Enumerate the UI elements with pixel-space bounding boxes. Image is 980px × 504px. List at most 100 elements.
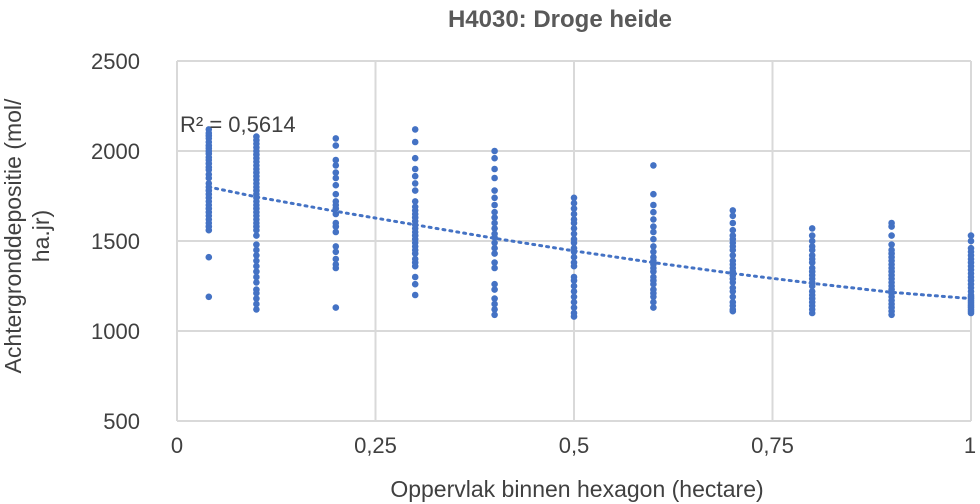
data-point — [491, 147, 498, 155]
data-point — [570, 194, 578, 202]
y-tick-label: 1500 — [91, 229, 140, 254]
data-point — [491, 264, 498, 272]
x-tick-label: 1 — [964, 433, 976, 458]
data-point — [491, 219, 498, 227]
data-point — [491, 306, 498, 313]
data-point — [650, 223, 657, 230]
data-point — [570, 219, 578, 227]
data-point — [253, 273, 260, 281]
data-point — [808, 232, 816, 239]
data-point — [411, 172, 419, 180]
data-point — [808, 246, 816, 254]
data-point — [570, 288, 578, 295]
data-point — [253, 306, 260, 313]
data-point — [253, 252, 260, 259]
data-point — [491, 259, 498, 266]
data-point — [491, 286, 498, 293]
data-point — [253, 279, 260, 286]
data-point — [332, 210, 340, 218]
y-tick-label: 500 — [103, 409, 140, 434]
data-point — [570, 304, 578, 311]
data-point — [205, 293, 213, 301]
data-point — [650, 248, 657, 256]
data-point — [650, 243, 657, 250]
data-point — [570, 253, 578, 261]
data-point — [808, 225, 816, 232]
data-point — [570, 293, 578, 301]
data-point — [253, 300, 260, 308]
data-point — [332, 228, 340, 236]
data-point — [729, 246, 737, 254]
data-point — [332, 190, 340, 198]
data-point — [808, 237, 816, 245]
data-point — [729, 252, 737, 259]
data-point — [888, 223, 895, 230]
data-point — [332, 205, 340, 212]
data-point — [650, 304, 657, 311]
data-point — [253, 295, 260, 302]
data-point — [491, 187, 498, 194]
data-point — [729, 293, 737, 301]
data-point — [253, 232, 260, 239]
data-point — [491, 201, 498, 209]
data-point — [332, 181, 340, 189]
data-point — [491, 194, 498, 202]
data-point — [570, 205, 578, 212]
data-point — [729, 279, 737, 286]
data-point — [411, 262, 419, 270]
data-point — [205, 174, 213, 182]
data-point — [808, 282, 816, 290]
data-point — [205, 226, 213, 234]
data-point — [570, 210, 578, 218]
data-point — [411, 250, 419, 257]
data-point — [332, 304, 340, 311]
data-point — [491, 250, 498, 257]
data-point — [332, 223, 340, 230]
data-point — [253, 257, 260, 265]
data-point — [411, 180, 419, 187]
data-point — [650, 208, 657, 216]
data-point — [967, 232, 975, 239]
data-point — [888, 232, 895, 239]
data-point — [650, 268, 657, 275]
x-tick-label: 0,25 — [354, 433, 397, 458]
data-point — [253, 268, 260, 275]
data-point — [650, 228, 657, 236]
data-point — [491, 165, 498, 173]
data-point — [491, 300, 498, 308]
data-point — [491, 239, 498, 247]
data-point — [808, 309, 816, 317]
data-point — [411, 273, 419, 281]
y-tick-label: 2000 — [91, 139, 140, 164]
data-point — [570, 230, 578, 238]
data-point — [570, 298, 578, 306]
y-axis-label-line-2: ha.jr) — [28, 210, 54, 262]
data-point — [411, 138, 419, 146]
data-point — [332, 243, 340, 250]
data-point — [729, 307, 737, 315]
data-point — [253, 262, 260, 270]
data-point — [570, 248, 578, 256]
data-point — [332, 264, 340, 272]
data-point — [650, 293, 657, 301]
y-axis-ticks: 500 1000 1500 2000 2500 — [91, 49, 140, 434]
data-point — [650, 190, 657, 198]
data-point — [491, 234, 498, 241]
x-axis-label: Oppervlak binnen hexagon (hectare) — [390, 476, 763, 502]
data-point — [570, 262, 578, 270]
x-axis-ticks: 0 0,25 0,5 0,75 1 — [171, 433, 976, 458]
data-point — [491, 225, 498, 232]
data-point — [411, 280, 419, 288]
data-point — [808, 259, 816, 266]
data-point — [650, 280, 657, 288]
data-point — [411, 198, 419, 205]
data-point — [411, 165, 419, 173]
data-point — [888, 311, 895, 319]
data-point — [253, 241, 260, 248]
data-point — [332, 156, 340, 164]
data-point — [491, 311, 498, 319]
data-point — [650, 298, 657, 306]
data-point — [332, 142, 340, 149]
data-point — [570, 282, 578, 290]
x-tick-label: 0,5 — [559, 433, 590, 458]
